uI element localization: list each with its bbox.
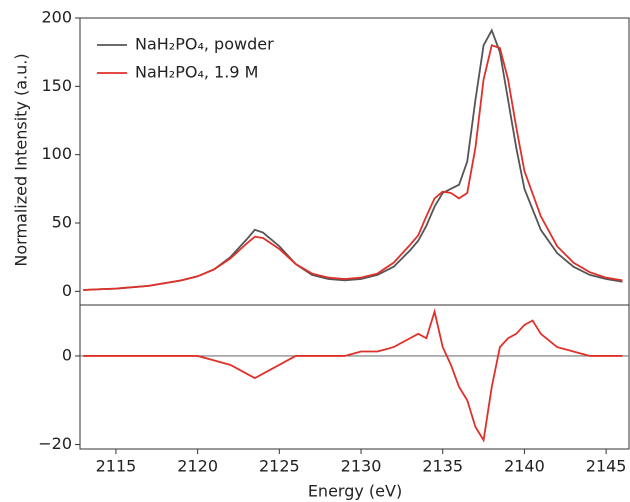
- plot-frame: [79, 17, 630, 306]
- x-tick-label: 2135: [422, 457, 463, 476]
- x-tick-label: 2125: [259, 457, 300, 476]
- x-axis-label: Energy (eV): [308, 482, 402, 501]
- y-tick-label: 50: [52, 213, 72, 232]
- data-line: [83, 44, 623, 291]
- legend-label: NaH₂PO₄, powder: [135, 35, 274, 54]
- data-line: [83, 308, 623, 443]
- y-tick-label: 200: [41, 8, 72, 27]
- plot-frame: [79, 304, 630, 450]
- x-tick-label: 2130: [341, 457, 382, 476]
- y-tick-label: −20: [38, 434, 72, 453]
- x-tick-label: 2115: [96, 457, 137, 476]
- x-tick-label: 2145: [586, 457, 627, 476]
- y-tick-label: 0: [62, 345, 72, 364]
- y-tick-label: 100: [41, 144, 72, 163]
- x-tick-label: 2140: [504, 457, 545, 476]
- x-tick-label: 2120: [177, 457, 218, 476]
- legend-label: NaH₂PO₄, 1.9 M: [135, 63, 258, 82]
- y-tick-label: 150: [41, 76, 72, 95]
- y-tick-label: 0: [62, 281, 72, 300]
- y-axis-label: Normalized Intensity (a.u.): [12, 53, 31, 266]
